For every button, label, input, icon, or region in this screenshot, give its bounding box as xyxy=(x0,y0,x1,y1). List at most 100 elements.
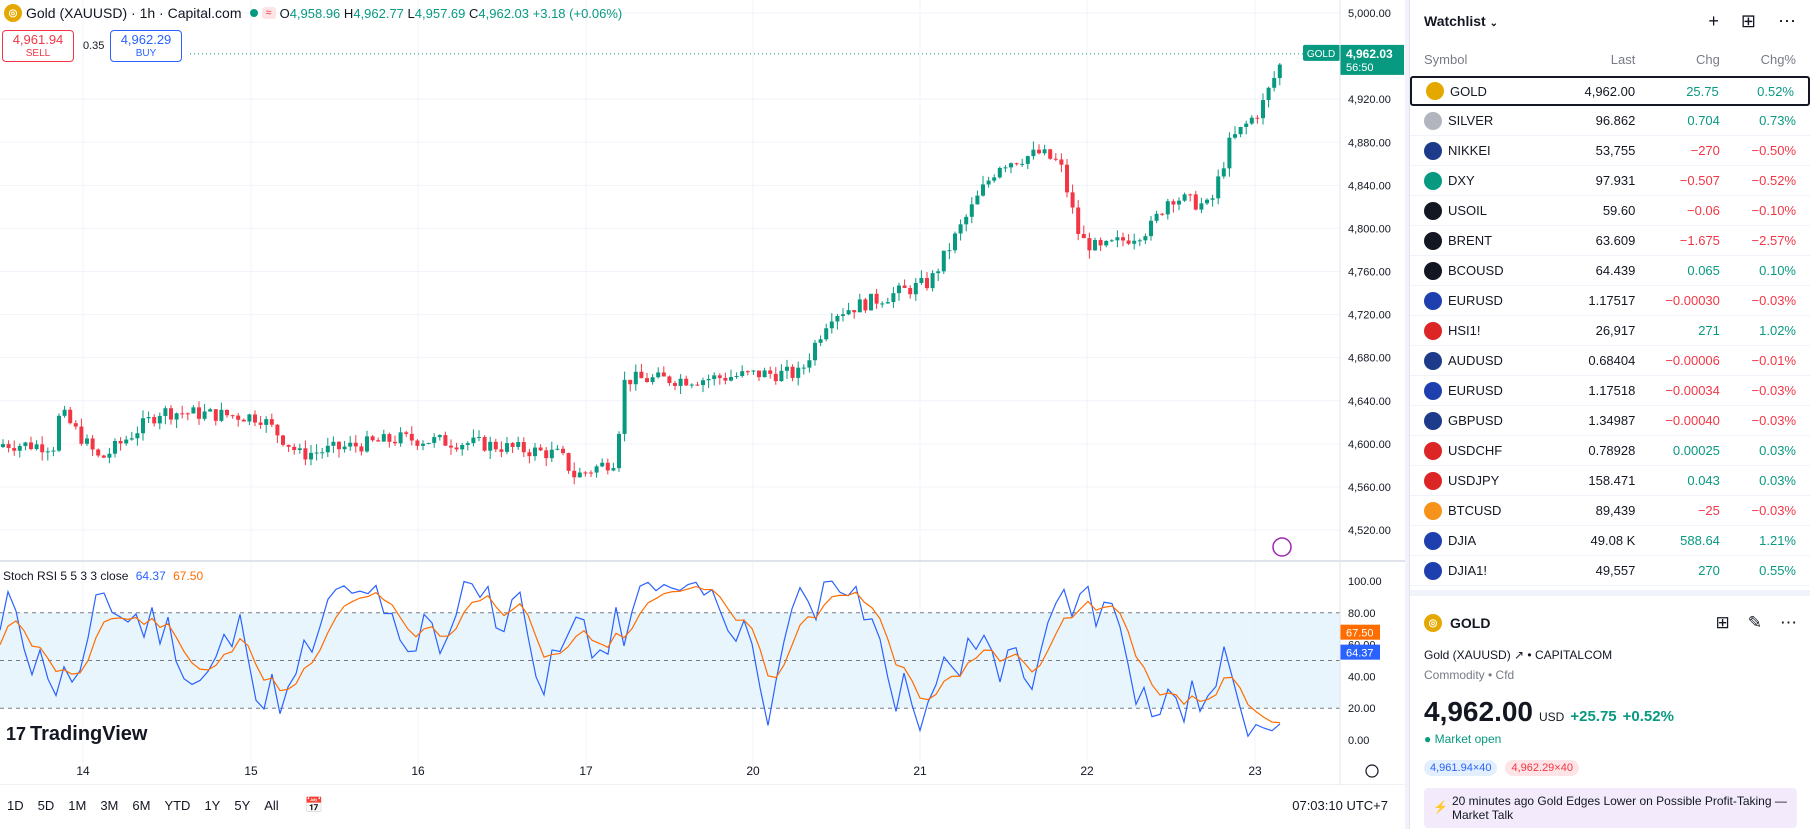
clock[interactable]: 07:03:10 UTC+7 xyxy=(1292,797,1388,813)
timeframe-1d[interactable]: 1D xyxy=(7,797,24,813)
sell-button[interactable]: 4,961.94 SELL xyxy=(2,30,74,62)
layout-icon[interactable]: ⊞ xyxy=(1740,10,1756,31)
candle-body xyxy=(1070,192,1075,208)
candle-body xyxy=(365,436,369,452)
pane-divider[interactable] xyxy=(1405,0,1409,829)
time-tick: 22 xyxy=(1080,764,1094,778)
candle-body xyxy=(12,448,17,451)
candle-body xyxy=(90,438,95,450)
candle-body xyxy=(661,372,666,377)
stoch-rsi-legend[interactable]: Stoch RSI 5 5 3 3 close 64.37 67.50 xyxy=(3,569,204,583)
watchlist-row-silver[interactable]: SILVER 96.862 0.704 0.73% xyxy=(1410,106,1810,136)
detail-price: 4,962.00 USD +25.75 +0.52% xyxy=(1424,696,1674,727)
watchlist-row-djia[interactable]: DJIA 49.08 K 588.64 1.21% xyxy=(1410,526,1810,556)
candle-body xyxy=(953,233,957,251)
candle-body xyxy=(1149,220,1153,237)
candle-body xyxy=(17,445,22,451)
candle-body xyxy=(639,371,644,379)
col-last[interactable]: Last xyxy=(1610,51,1636,67)
candle-body xyxy=(73,423,78,427)
watchlist-row-dxy[interactable]: DXY 97.931 −0.507 −0.52% xyxy=(1410,166,1810,196)
col-symbol[interactable]: Symbol xyxy=(1424,51,1468,67)
candle-body xyxy=(325,445,330,453)
price-chart[interactable]: 5,000.00 4,920.00 4,880.00 4,840.00 4,800.00… xyxy=(0,0,1405,785)
watchlist-row-hsi1[interactable]: HSI1! 26,917 271 1.02% xyxy=(1410,316,1810,346)
candle-body xyxy=(264,419,269,425)
candle-body xyxy=(432,437,437,443)
candle-body xyxy=(29,442,33,450)
watchlist-row-eurusd[interactable]: EURUSD 1.17518 −0.00034 −0.03% xyxy=(1410,376,1810,406)
candle-body xyxy=(40,444,45,453)
watchlist-row-usoil[interactable]: USOIL 59.60 −0.06 −0.10% xyxy=(1410,196,1810,226)
candle-body xyxy=(521,442,526,453)
watchlist-row-nikkei[interactable]: NIKKEI 53,755 −270 −0.50% xyxy=(1410,136,1810,166)
candle-body xyxy=(1199,203,1204,210)
candle-body xyxy=(729,377,733,381)
watchlist-row-djia1[interactable]: DJIA1! 49,557 270 0.55% xyxy=(1410,556,1810,586)
candle-body xyxy=(1244,123,1249,127)
date-range-icon[interactable]: 📅 xyxy=(304,797,324,814)
watchlist-row-gold[interactable]: GOLD 4,962.00 25.75 0.52% xyxy=(1410,76,1810,106)
candle-body xyxy=(1277,64,1282,79)
candle-body xyxy=(303,448,308,460)
ask-chip[interactable]: 4,962.29×40 xyxy=(1505,760,1579,776)
lightning-icon[interactable] xyxy=(1272,537,1292,557)
candle-body xyxy=(197,407,201,419)
add-symbol-icon[interactable]: + xyxy=(1708,10,1719,31)
candle-body xyxy=(505,443,509,452)
flag-icon xyxy=(1424,351,1442,370)
candle-body xyxy=(45,451,50,453)
candle-body xyxy=(880,303,885,305)
candle-body xyxy=(1087,238,1092,251)
candle-body xyxy=(185,413,190,415)
price-tick: 4,800.00 xyxy=(1348,223,1391,235)
tradingview-logo[interactable]: 17 TradingView xyxy=(6,723,148,745)
more-icon[interactable]: ⋯ xyxy=(1780,613,1797,632)
symbol-detail: ◎ GOLD ⊞ ✎ ⋯ Gold (XAUUSD) ↗ • CAPITALCO… xyxy=(1410,590,1810,838)
timeframe-1y[interactable]: 1Y xyxy=(204,797,221,813)
timeframe-5y[interactable]: 5Y xyxy=(234,797,251,813)
rsi-tick: 40.00 xyxy=(1348,671,1376,683)
watchlist-row-usdchf[interactable]: USDCHF 0.78928 0.00025 0.03% xyxy=(1410,436,1810,466)
candle-body xyxy=(734,375,739,378)
watchlist-row-brent[interactable]: BRENT 63.609 −1.675 −2.57% xyxy=(1410,226,1810,256)
watchlist-row-usdjpy[interactable]: USDJPY 158.471 0.043 0.03% xyxy=(1410,466,1810,496)
candle-body xyxy=(611,468,616,471)
buy-button[interactable]: 4,962.29 BUY xyxy=(110,30,182,62)
watchlist-row-btcusd[interactable]: BTCUSD 89,439 −25 −0.03% xyxy=(1410,496,1810,526)
watchlist-title[interactable]: Watchlist ⌄ xyxy=(1424,13,1498,29)
watchlist-row-bcousd[interactable]: BCOUSD 64.439 0.065 0.10% xyxy=(1410,256,1810,286)
market-status: ● Market open xyxy=(1424,732,1502,746)
timeframe-1m[interactable]: 1M xyxy=(68,797,87,813)
candle-body xyxy=(925,277,929,289)
candle-body xyxy=(275,424,280,436)
bid-chip[interactable]: 4,961.94×40 xyxy=(1424,760,1498,776)
candle-body xyxy=(314,452,319,454)
more-icon[interactable]: ⋯ xyxy=(1778,10,1796,31)
rsi-k-line xyxy=(0,580,1281,738)
symbol-title[interactable]: Gold (XAUUSD) · 1h · Capital.com xyxy=(26,5,242,21)
detail-symbol[interactable]: GOLD xyxy=(1450,615,1491,631)
watchlist-row-gbpusd[interactable]: GBPUSD 1.34987 −0.00040 −0.03% xyxy=(1410,406,1810,436)
timeframe-ytd[interactable]: YTD xyxy=(164,797,191,813)
news-item[interactable]: ⚡ 20 minutes ago Gold Edges Lower on Pos… xyxy=(1424,788,1797,828)
settings-icon[interactable] xyxy=(1365,764,1379,778)
chart-pane[interactable]: 5,000.00 4,920.00 4,880.00 4,840.00 4,800.00… xyxy=(0,0,1407,829)
timeframe-3m[interactable]: 3M xyxy=(100,797,119,813)
col-pct[interactable]: Chg% xyxy=(1760,51,1796,67)
col-chg[interactable]: Chg xyxy=(1696,51,1720,67)
edit-icon[interactable]: ✎ xyxy=(1747,613,1762,632)
candle-body xyxy=(85,438,89,444)
candle-body xyxy=(101,455,106,458)
grid-icon[interactable]: ⊞ xyxy=(1715,613,1730,632)
external-link-icon[interactable]: ↗ xyxy=(1514,648,1525,662)
timeframe-6m[interactable]: 6M xyxy=(132,797,151,813)
timeframe-5d[interactable]: 5D xyxy=(37,797,55,813)
candle-body xyxy=(404,432,409,434)
candle-body xyxy=(785,366,789,371)
candle-body xyxy=(628,379,633,385)
candle-body xyxy=(1115,237,1120,241)
timeframe-all[interactable]: All xyxy=(264,797,279,813)
watchlist-row-audusd[interactable]: AUDUSD 0.68404 −0.00006 −0.01% xyxy=(1410,346,1810,376)
watchlist-row-eurusd[interactable]: EURUSD 1.17517 −0.00030 −0.03% xyxy=(1410,286,1810,316)
